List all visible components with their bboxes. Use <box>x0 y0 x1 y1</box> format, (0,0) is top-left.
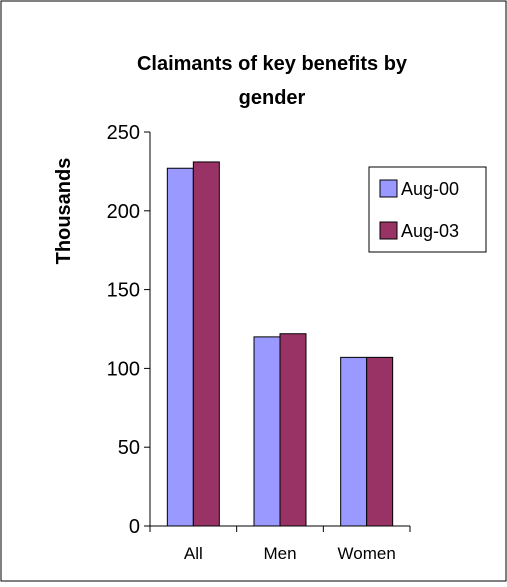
y-axis-ticks: 0 50 100 150 200 250 <box>107 122 150 538</box>
legend-label-aug-00: Aug-00 <box>401 179 459 199</box>
bar-aug-03-men <box>279 333 307 527</box>
y-tick-label: 50 <box>118 437 140 459</box>
y-axis-label: Thousands <box>53 158 75 265</box>
y-tick-label: 200 <box>107 201 140 223</box>
legend-swatch-aug-03 <box>379 221 398 240</box>
bar-aug-03-women <box>366 356 394 527</box>
legend: Aug-00 Aug-03 <box>368 166 487 253</box>
bar-aug-00-men <box>253 336 281 527</box>
chart-title-line-1: Claimants of key benefits by <box>137 53 408 75</box>
legend-label-aug-03: Aug-03 <box>401 221 459 241</box>
x-tick-label-men: Men <box>263 544 296 563</box>
bar-aug-03-all <box>192 161 220 527</box>
x-tick-label-women: Women <box>338 544 396 563</box>
legend-swatch-aug-00 <box>379 179 398 198</box>
x-tick-label-all: All <box>184 544 203 563</box>
y-tick-label: 150 <box>107 280 140 302</box>
bar-aug-00-women <box>340 356 368 527</box>
y-tick-label: 250 <box>107 122 140 144</box>
bars-group <box>166 161 394 527</box>
chart-title-line-2: gender <box>239 87 306 109</box>
y-tick-label: 0 <box>129 516 140 538</box>
bar-aug-00-all <box>166 167 194 527</box>
y-tick-label: 100 <box>107 358 140 380</box>
x-axis-ticks: All Men Women <box>149 526 411 563</box>
